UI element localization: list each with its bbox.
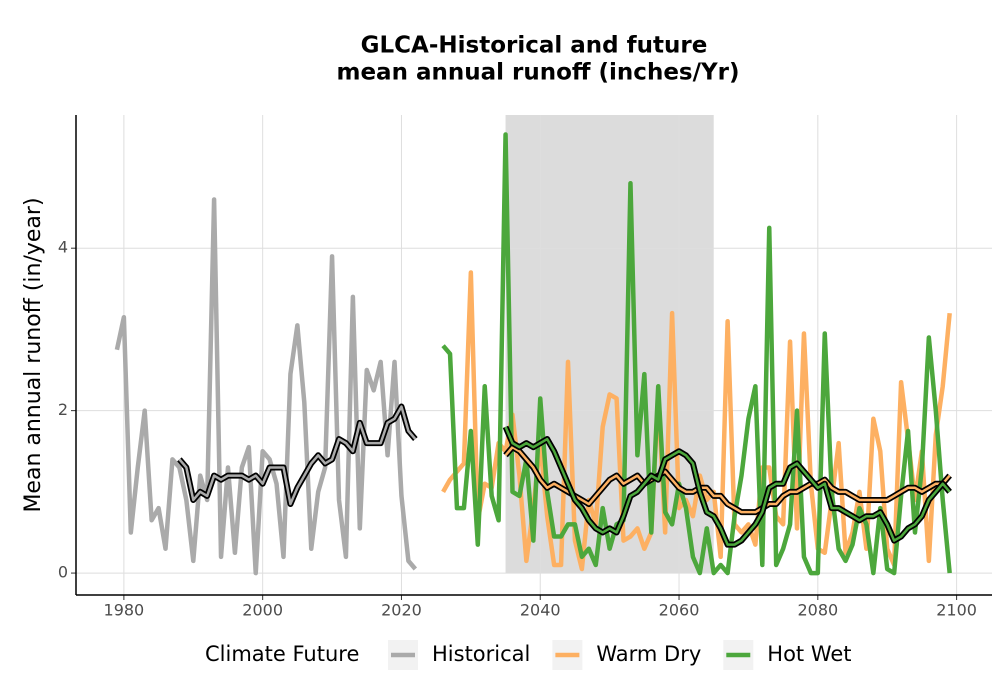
chart-title: GLCA-Historical and future bbox=[361, 33, 708, 59]
trend-line bbox=[504, 426, 951, 546]
x-tick-label: 2040 bbox=[520, 601, 561, 620]
x-tick-label: 2100 bbox=[936, 601, 977, 620]
series-line bbox=[114, 197, 418, 576]
legend-label: Warm Dry bbox=[596, 642, 701, 666]
series-line bbox=[441, 270, 952, 572]
legend: Historical Warm Dry Hot Wet bbox=[388, 640, 852, 670]
x-tick-label: 2060 bbox=[659, 601, 700, 620]
chart-title: mean annual runoff (inches/Yr) bbox=[336, 60, 739, 86]
x-tick-label: 2020 bbox=[381, 601, 422, 620]
series-line bbox=[441, 132, 952, 576]
x-tick-label: 2000 bbox=[242, 601, 283, 620]
x-tick-label: 2080 bbox=[797, 601, 838, 620]
data-layer bbox=[114, 132, 952, 576]
legend-label: Historical bbox=[432, 642, 530, 666]
y-axis-label: Mean annual runoff (in/year) bbox=[21, 197, 46, 512]
trend-line bbox=[178, 405, 417, 506]
legend-label: Hot Wet bbox=[767, 642, 851, 666]
y-tick-label: 4 bbox=[58, 238, 68, 257]
trend-line bbox=[504, 445, 951, 514]
y-tick-label: 2 bbox=[58, 400, 68, 419]
y-tick-label: 0 bbox=[58, 563, 68, 582]
x-tick-label: 1980 bbox=[104, 601, 145, 620]
legend-title: Climate Future bbox=[205, 642, 359, 666]
